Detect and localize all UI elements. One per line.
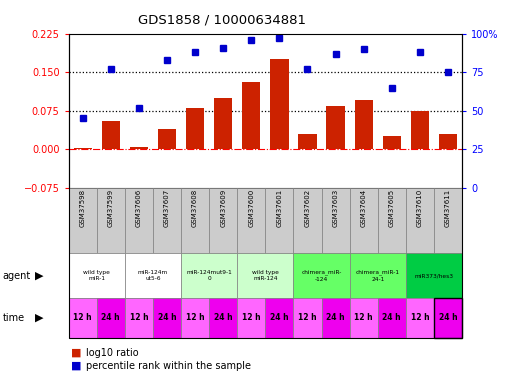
- Bar: [125, 253, 181, 298]
- Bar: [434, 188, 462, 253]
- Bar: [73, 147, 92, 149]
- Text: agent: agent: [3, 271, 31, 280]
- Bar: [130, 147, 148, 149]
- Text: GSM37603: GSM37603: [333, 189, 338, 227]
- Text: GSM37606: GSM37606: [136, 189, 142, 227]
- Text: wild type
miR-1: wild type miR-1: [83, 270, 110, 281]
- Bar: [102, 121, 120, 149]
- Bar: [350, 188, 378, 253]
- Bar: [186, 108, 204, 149]
- Bar: [181, 253, 237, 298]
- Text: GSM37604: GSM37604: [361, 189, 366, 227]
- Bar: [350, 253, 406, 298]
- Text: 24 h: 24 h: [158, 314, 176, 322]
- Bar: [265, 188, 294, 253]
- Text: percentile rank within the sample: percentile rank within the sample: [86, 361, 251, 370]
- Bar: [434, 298, 462, 338]
- Bar: [242, 82, 260, 149]
- Text: 24 h: 24 h: [101, 314, 120, 322]
- Bar: [69, 298, 97, 338]
- Text: GSM37609: GSM37609: [220, 189, 226, 227]
- Text: 24 h: 24 h: [214, 314, 232, 322]
- Text: GSM37598: GSM37598: [80, 189, 86, 227]
- Bar: [158, 129, 176, 149]
- Bar: [97, 298, 125, 338]
- Bar: [97, 188, 125, 253]
- Text: GSM37600: GSM37600: [248, 189, 254, 227]
- Text: GSM37610: GSM37610: [417, 189, 423, 227]
- Bar: [322, 298, 350, 338]
- Bar: [153, 298, 181, 338]
- Bar: [125, 188, 153, 253]
- Bar: [237, 253, 294, 298]
- Bar: [265, 298, 294, 338]
- Bar: [69, 188, 97, 253]
- Bar: [354, 100, 373, 149]
- Bar: [69, 34, 462, 338]
- Text: chimera_miR-
-124: chimera_miR- -124: [301, 270, 342, 282]
- Bar: [237, 298, 265, 338]
- Bar: [214, 98, 232, 149]
- Text: miR-124mut9-1
0: miR-124mut9-1 0: [186, 270, 232, 281]
- Bar: [294, 298, 322, 338]
- Text: GSM37608: GSM37608: [192, 189, 198, 227]
- Bar: [153, 188, 181, 253]
- Text: 24 h: 24 h: [270, 314, 289, 322]
- Text: GSM37602: GSM37602: [305, 189, 310, 227]
- Text: 12 h: 12 h: [354, 314, 373, 322]
- Bar: [439, 134, 457, 149]
- Bar: [125, 298, 153, 338]
- Bar: [181, 188, 209, 253]
- Bar: [294, 253, 350, 298]
- Text: ■: ■: [71, 361, 82, 370]
- Text: 12 h: 12 h: [242, 314, 261, 322]
- Bar: [270, 59, 288, 149]
- Text: 12 h: 12 h: [411, 314, 429, 322]
- Text: time: time: [3, 313, 25, 323]
- Bar: [378, 188, 406, 253]
- Bar: [209, 298, 237, 338]
- Bar: [383, 136, 401, 149]
- Text: miR373/hes3: miR373/hes3: [414, 273, 454, 278]
- Text: GSM37611: GSM37611: [445, 189, 451, 227]
- Bar: [406, 188, 434, 253]
- Bar: [181, 298, 209, 338]
- Text: 12 h: 12 h: [129, 314, 148, 322]
- Bar: [378, 298, 406, 338]
- Text: 24 h: 24 h: [439, 314, 457, 322]
- Text: wild type
miR-124: wild type miR-124: [252, 270, 279, 281]
- Bar: [298, 134, 317, 149]
- Text: GSM37599: GSM37599: [108, 189, 114, 227]
- Text: 24 h: 24 h: [326, 314, 345, 322]
- Bar: [350, 298, 378, 338]
- Text: log10 ratio: log10 ratio: [86, 348, 139, 357]
- Bar: [237, 188, 265, 253]
- Bar: [326, 105, 345, 149]
- Text: 12 h: 12 h: [73, 314, 92, 322]
- Bar: [69, 253, 125, 298]
- Text: GSM37601: GSM37601: [276, 189, 282, 227]
- Bar: [209, 188, 237, 253]
- Text: 12 h: 12 h: [298, 314, 317, 322]
- Bar: [406, 298, 434, 338]
- Bar: [406, 253, 462, 298]
- Text: ■: ■: [71, 348, 82, 357]
- Text: miR-124m
ut5-6: miR-124m ut5-6: [138, 270, 168, 281]
- Bar: [294, 188, 322, 253]
- Text: chimera_miR-1
24-1: chimera_miR-1 24-1: [356, 270, 400, 282]
- Bar: [411, 111, 429, 149]
- Text: GSM37607: GSM37607: [164, 189, 170, 227]
- Text: ▶: ▶: [35, 271, 44, 280]
- Bar: [322, 188, 350, 253]
- Text: GDS1858 / 10000634881: GDS1858 / 10000634881: [138, 13, 306, 26]
- Text: 12 h: 12 h: [186, 314, 204, 322]
- Text: GSM37605: GSM37605: [389, 189, 395, 227]
- Text: 24 h: 24 h: [382, 314, 401, 322]
- Text: ▶: ▶: [35, 313, 44, 323]
